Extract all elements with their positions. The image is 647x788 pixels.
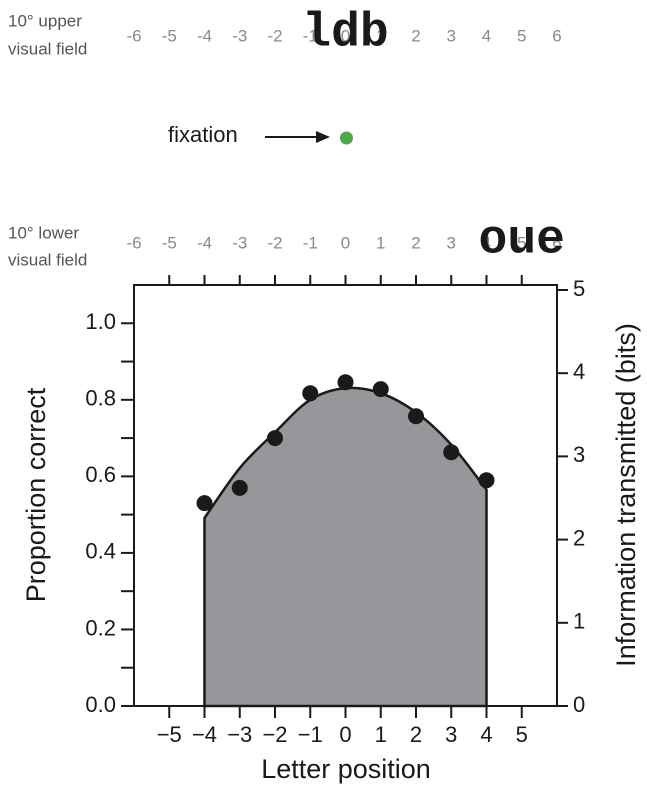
x-tick-label: 5 — [516, 722, 528, 747]
x-tick-label: −2 — [262, 722, 287, 747]
y-tick-label: 0.6 — [85, 462, 116, 487]
data-point — [302, 385, 319, 402]
data-point — [337, 374, 354, 391]
x-tick-label: −5 — [157, 722, 182, 747]
position-label: -1 — [303, 233, 318, 252]
position-label: -6 — [126, 26, 141, 45]
position-label: -2 — [267, 233, 282, 252]
trigram: oue — [479, 214, 565, 268]
y-tick-label: 0.4 — [85, 539, 116, 564]
x-tick-label: 4 — [480, 722, 492, 747]
lower-field-label: visual field — [8, 250, 87, 269]
upper-field-label: visual field — [8, 39, 87, 58]
y-tick-label: 0.8 — [85, 386, 116, 411]
position-label: 0 — [341, 26, 350, 45]
position-label: 1 — [376, 26, 385, 45]
y2-axis-title: Information transmitted (bits) — [611, 323, 641, 667]
position-label: -3 — [232, 26, 247, 45]
position-label: 6 — [552, 26, 561, 45]
position-label: 4 — [482, 233, 491, 252]
position-label: -1 — [303, 26, 318, 45]
y-tick-label: 1.0 — [85, 309, 116, 334]
y-axis-title: Proportion correct — [21, 387, 51, 602]
position-label: 1 — [376, 233, 385, 252]
position-label: -5 — [162, 26, 177, 45]
y2-tick-label: 0 — [573, 692, 585, 717]
upper-field-label: 10° upper — [8, 11, 82, 30]
position-label: 3 — [447, 26, 456, 45]
x-tick-label: 1 — [375, 722, 387, 747]
data-point — [443, 444, 460, 461]
position-label: -2 — [267, 26, 282, 45]
position-label: 5 — [517, 233, 526, 252]
x-tick-label: 2 — [410, 722, 422, 747]
data-point — [478, 472, 495, 489]
data-point — [408, 408, 424, 425]
y2-tick-label: 1 — [573, 609, 585, 634]
position-label: 0 — [341, 233, 350, 252]
position-label: -3 — [232, 233, 247, 252]
fixation-arrowhead — [316, 131, 330, 143]
x-tick-label: 3 — [445, 722, 457, 747]
x-tick-label: −3 — [227, 722, 252, 747]
position-label: 3 — [447, 233, 456, 252]
y2-tick-label: 3 — [573, 442, 585, 467]
y2-tick-label: 2 — [573, 525, 585, 550]
y-tick-label: 0.2 — [85, 615, 116, 640]
position-label: 5 — [517, 26, 526, 45]
y2-tick-label: 5 — [573, 276, 585, 301]
data-point — [267, 430, 283, 447]
position-label: 4 — [482, 26, 491, 45]
data-point — [372, 381, 389, 398]
position-label: -6 — [126, 233, 141, 252]
data-point — [231, 479, 248, 496]
position-label: 6 — [552, 233, 561, 252]
fixation-point — [340, 131, 353, 145]
x-tick-label: −1 — [298, 722, 323, 747]
position-label: 2 — [411, 26, 420, 45]
fixation-label: fixation — [168, 122, 238, 147]
data-point — [196, 495, 213, 512]
x-tick-label: −4 — [192, 722, 217, 747]
position-label: -4 — [197, 26, 212, 45]
trigram: ldb — [302, 7, 388, 61]
x-axis-title: Letter position — [261, 754, 431, 784]
lower-field-label: 10° lower — [8, 223, 79, 242]
position-label: 2 — [411, 233, 420, 252]
position-label: -5 — [162, 233, 177, 252]
position-label: -4 — [197, 233, 212, 252]
y-tick-label: 0.0 — [85, 692, 116, 717]
x-tick-label: 0 — [339, 722, 351, 747]
info-area — [203, 386, 488, 708]
y2-tick-label: 4 — [573, 359, 585, 384]
